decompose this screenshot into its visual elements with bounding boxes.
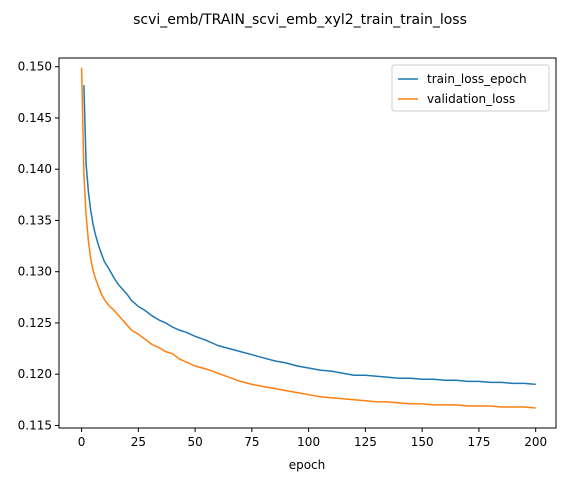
x-axis-label: epoch xyxy=(289,458,326,472)
y-tick-label: 0.145 xyxy=(18,111,52,125)
y-tick-label: 0.115 xyxy=(18,418,52,432)
series-lines xyxy=(80,67,536,409)
x-tick-label: 175 xyxy=(467,435,490,449)
y-tick-label: 0.140 xyxy=(18,162,52,176)
y-tick-label: 0.130 xyxy=(18,265,52,279)
x-tick-label: 75 xyxy=(244,435,259,449)
x-tick-label: 100 xyxy=(297,435,320,449)
x-tick-label: 200 xyxy=(524,435,547,449)
y-axis: 0.115 0.120 0.125 0.130 0.135 0.140 0.145 0.150 xyxy=(18,60,59,432)
x-axis: 0 25 50 75 100 125 150 175 200 xyxy=(78,428,547,449)
series-line-validation-loss xyxy=(80,67,536,409)
y-tick-label: 0.125 xyxy=(18,316,52,330)
y-tick-label: 0.135 xyxy=(18,213,52,227)
x-tick-label: 125 xyxy=(354,435,377,449)
plot-frame xyxy=(58,57,557,429)
y-tick-label: 0.120 xyxy=(18,367,52,381)
x-tick-label: 25 xyxy=(131,435,146,449)
x-tick-label: 150 xyxy=(411,435,434,449)
legend: train_loss_epoch validation_loss xyxy=(391,64,550,112)
legend-box xyxy=(391,64,550,112)
legend-label: train_loss_epoch xyxy=(427,72,527,86)
chart-title: scvi_emb/TRAIN_scvi_emb_xyl2_train_train… xyxy=(133,12,467,28)
y-tick-label: 0.150 xyxy=(18,60,52,74)
legend-label: validation_loss xyxy=(427,92,515,106)
x-tick-label: 0 xyxy=(78,435,86,449)
x-tick-label: 50 xyxy=(187,435,202,449)
series-line-train-loss-epoch xyxy=(83,85,536,386)
